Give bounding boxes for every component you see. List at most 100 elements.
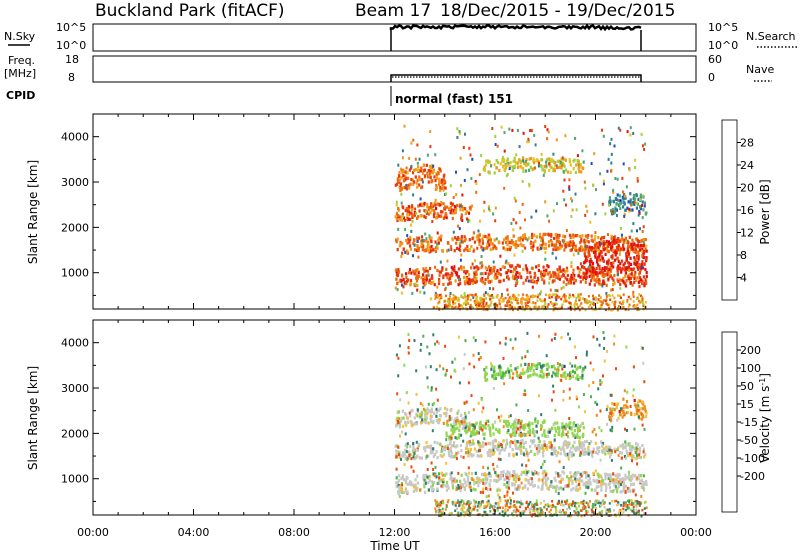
heatmap-cell	[508, 372, 511, 376]
heatmap-cell	[564, 453, 567, 457]
heatmap-cell	[597, 246, 600, 250]
heatmap-cell	[477, 352, 480, 356]
heatmap-cell	[488, 233, 491, 238]
heatmap-cell	[505, 424, 508, 428]
heatmap-cell	[529, 295, 532, 298]
heatmap-cell	[524, 355, 527, 359]
heatmap-cell	[618, 409, 621, 414]
heatmap-cell	[604, 483, 607, 487]
heatmap-cell	[441, 507, 444, 511]
heatmap-cell	[573, 447, 576, 451]
heatmap-cell	[622, 484, 625, 488]
heatmap-cell	[488, 448, 491, 453]
heatmap-cell	[426, 376, 429, 380]
heatmap-cell	[632, 132, 635, 135]
heatmap-cell	[506, 499, 509, 502]
heatmap-cell	[591, 276, 594, 280]
heatmap-cell	[586, 209, 589, 213]
heatmap-cell	[620, 233, 623, 237]
heatmap-cell	[402, 478, 406, 482]
heatmap-cell	[443, 303, 446, 307]
heatmap-cell	[451, 211, 455, 215]
heatmap-cell	[608, 508, 611, 511]
heatmap-cell	[550, 365, 553, 369]
heatmap-cell	[626, 250, 629, 254]
heatmap-cell	[633, 200, 636, 204]
heatmap-cell	[508, 127, 511, 131]
heatmap-cell	[552, 247, 555, 252]
heatmap-cell	[432, 333, 435, 337]
heatmap-cell	[575, 376, 578, 380]
heatmap-cell	[485, 365, 488, 369]
heatmap-cell	[605, 270, 609, 275]
heatmap-cell	[468, 238, 471, 242]
heatmap-cell	[479, 261, 482, 265]
heatmap-cell	[638, 503, 641, 507]
heatmap-cell	[589, 480, 592, 484]
heatmap-cell	[543, 420, 546, 424]
heatmap-cell	[566, 445, 569, 449]
heatmap-cell	[441, 447, 444, 451]
heatmap-cell	[429, 266, 432, 271]
heatmap-cell	[510, 241, 513, 245]
heatmap-cell	[547, 130, 550, 134]
heatmap-cell	[438, 273, 441, 278]
heatmap-cell	[608, 267, 611, 272]
heatmap-cell	[631, 473, 634, 477]
heatmap-cell	[474, 293, 477, 296]
heatmap-cell	[588, 282, 591, 286]
heatmap-cell	[518, 211, 521, 214]
heatmap-cell	[497, 429, 500, 433]
heatmap-cell	[536, 511, 539, 514]
heatmap-cell	[514, 199, 517, 203]
heatmap-cell	[410, 271, 413, 275]
heatmap-cell	[435, 475, 438, 479]
heatmap-cell	[525, 469, 528, 473]
heatmap-cell	[511, 441, 514, 445]
heatmap-cell	[427, 208, 430, 212]
heatmap-cell	[609, 407, 612, 411]
heatmap-cell	[525, 448, 528, 452]
heatmap-cell	[552, 279, 555, 283]
heatmap-cell	[488, 268, 491, 273]
heatmap-cell	[629, 262, 633, 266]
heatmap-cell	[396, 248, 399, 252]
heatmap-cell	[483, 247, 487, 251]
heatmap-cell	[410, 422, 413, 426]
heatmap-cell	[610, 152, 613, 156]
heatmap-cell	[538, 362, 541, 366]
heatmap-cell	[598, 241, 601, 245]
heatmap-cell	[584, 186, 587, 190]
heatmap-cell	[530, 215, 533, 219]
heatmap-cell	[614, 450, 617, 454]
heatmap-cell	[540, 274, 543, 278]
heatmap-cell	[443, 173, 446, 177]
heatmap-cell	[582, 452, 585, 456]
heatmap-cell	[569, 278, 572, 282]
heatmap-cell	[457, 267, 460, 271]
heatmap-cell	[401, 156, 404, 160]
heatmap-cell	[463, 292, 466, 296]
heatmap-cell	[395, 424, 398, 428]
heatmap-cell	[638, 262, 641, 267]
heatmap-cell	[604, 212, 607, 216]
heatmap-cell	[464, 415, 467, 419]
heatmap-cell	[497, 447, 500, 451]
heatmap-cell	[402, 454, 405, 458]
heatmap-cell	[500, 366, 503, 370]
heatmap-cell	[610, 419, 613, 423]
heatmap-cell	[555, 239, 558, 243]
heatmap-cell	[576, 375, 579, 379]
heatmap-cell	[434, 153, 437, 157]
heatmap-cell	[508, 245, 512, 249]
heatmap-cell	[398, 478, 401, 482]
heatmap-cell	[442, 453, 446, 457]
heatmap-cell	[396, 237, 399, 241]
heatmap-cell	[500, 447, 504, 452]
heatmap-cell	[413, 416, 416, 420]
heatmap-cell	[557, 270, 560, 274]
heatmap-cell	[510, 265, 513, 269]
heatmap-cell	[611, 288, 614, 292]
heatmap-cell	[541, 305, 544, 308]
heatmap-cell	[605, 472, 608, 477]
